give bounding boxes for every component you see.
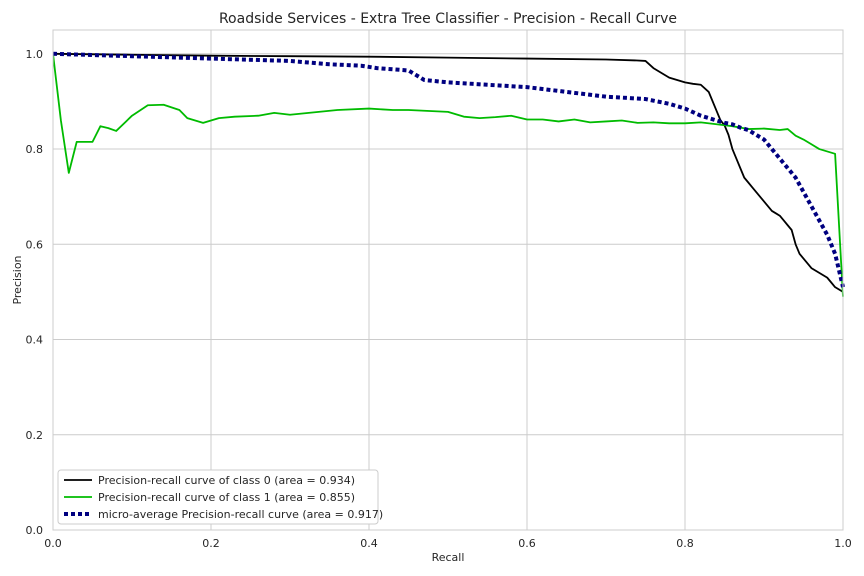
y-axis-label: Precision [11,255,24,304]
y-tick-label: 0.2 [26,429,44,442]
series-line-2 [53,51,845,288]
series-layer [53,51,845,297]
legend-label-class-1: Precision-recall curve of class 1 (area … [98,491,355,504]
plot-frame [52,29,844,531]
legend: Precision-recall curve of class 0 (area … [57,469,383,525]
chart-title: Roadside Services - Extra Tree Classifie… [219,11,677,27]
series-line-0 [53,52,844,293]
y-tick-label: 1.0 [26,48,44,61]
y-tick-label: 0.6 [26,238,44,251]
legend-label-class-0: Precision-recall curve of class 0 (area … [98,474,355,487]
plot-area [53,30,843,530]
legend-label-micro-average: micro-average Precision-recall curve (ar… [98,508,383,521]
x-axis-label: Recall [432,551,465,564]
x-tick-label: 0.2 [202,537,220,550]
x-tick-label: 0.0 [44,537,62,550]
x-tick-label: 0.6 [518,537,536,550]
x-tick-label: 0.4 [360,537,378,550]
legend-box [57,469,379,525]
tick-layer: 0.0 0.2 0.4 0.6 0.8 1.0 0.0 0.2 0.4 0.6 0.8 1.0 [26,48,852,550]
x-tick-label: 0.8 [676,537,694,550]
y-tick-label: 0.8 [26,143,44,156]
y-tick-label: 0.4 [26,334,44,347]
y-tick-label: 0.0 [26,524,44,537]
x-tick-label: 1.0 [834,537,852,550]
series-line-1 [53,53,844,297]
grid-layer [52,30,844,531]
